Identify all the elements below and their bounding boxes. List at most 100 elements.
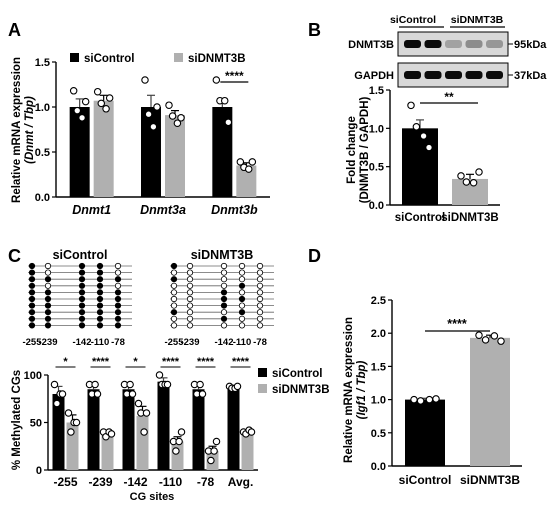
blot-band [465, 71, 483, 79]
panel-a-data-point [173, 119, 182, 127]
blot-marker-label: 37kDa [514, 70, 547, 82]
methylated-cg [114, 315, 122, 322]
blot-group-label: siDNMT3B [451, 14, 504, 26]
panel-a-data-point [244, 165, 253, 173]
panel-a-data-point [220, 96, 229, 105]
panel-d-y-tick-label: 1.5 [371, 361, 386, 373]
panel-a-legend-label: siControl [84, 53, 134, 65]
methylated-cg [78, 315, 86, 322]
panel-c-data-point [247, 428, 256, 436]
panel-a-legend-label: siDNMT3B [188, 53, 246, 65]
methylation-site-label: -255 [22, 337, 42, 348]
panel-a-bar [141, 107, 161, 197]
unmethylated-cg [238, 302, 246, 309]
unmethylated-cg [186, 322, 194, 329]
unmethylated-cg [186, 269, 194, 276]
panel-c-data-point [233, 382, 242, 391]
panel-a-data-point [236, 158, 245, 166]
panel-a-data-point [248, 158, 257, 166]
panel-d-y-tick-label: 2.0 [371, 328, 386, 340]
methylation-site-label: -110 [91, 337, 110, 348]
panel-b-data-point [457, 172, 465, 180]
unmethylated-cg [238, 289, 246, 296]
blot-band [404, 40, 421, 48]
panel-c-data-point [175, 437, 183, 446]
panel-a-legend-swatch [70, 53, 79, 62]
panel-c-significance-label: * [133, 356, 138, 368]
panel-b-data-point [419, 132, 428, 140]
panel-a-bar [212, 107, 233, 197]
unmethylated-cg [114, 269, 122, 276]
panel-c-x-tick-label: -78 [197, 475, 215, 489]
methylated-cg [96, 315, 104, 322]
methylated-cg [28, 295, 36, 303]
panel-a-data-point [141, 76, 149, 84]
methylated-cg [220, 302, 228, 309]
panel-a-data-point [212, 76, 221, 84]
panel-c-data-point [163, 380, 172, 389]
panel-a-bar [69, 107, 90, 197]
panel-b-x-tick-label: siControl [395, 212, 445, 224]
panel-b-y-tick-label: 0.0 [369, 200, 384, 212]
panel-c-bar [122, 389, 135, 470]
methylated-cg [114, 309, 122, 316]
unmethylated-cg [238, 276, 246, 283]
methylated-cg [238, 309, 246, 316]
methylated-cg [114, 295, 122, 303]
blot-band [445, 40, 462, 48]
methylation-site-label: -239 [38, 337, 57, 348]
panel-b-data-point [425, 143, 433, 152]
panel-a-data-point [73, 106, 82, 115]
panel-c-data-point [140, 428, 148, 436]
panel-a-data-point [168, 112, 177, 120]
panel-c-y-tick-label: 50 [30, 418, 42, 430]
unmethylated-cg [114, 282, 122, 289]
methylated-cg [114, 302, 122, 309]
panel-a-data-point [153, 103, 161, 111]
blot-row-label: DNMT3B [348, 39, 394, 51]
panel-d-bar [405, 399, 445, 466]
methylated-cg [96, 269, 104, 276]
panel-c-data-point [126, 380, 134, 389]
panel-c-bar [136, 415, 149, 470]
panel-a-significance-label: **** [225, 69, 244, 83]
unmethylated-cg [170, 302, 178, 309]
panel-c-bar [171, 441, 184, 470]
blot-band [486, 40, 503, 48]
panel-d-ylabel-2: (Igf1 / Tbp) [356, 360, 368, 419]
panel-a-data-point [81, 97, 90, 106]
panel-a-ylabel: Relative mRNA expression [11, 57, 23, 203]
panel-c-legend-label: siControl [272, 368, 322, 380]
panel-a-data-point [144, 110, 153, 118]
methylated-cg [44, 295, 52, 303]
panel-d-y-tick-label: 0.5 [371, 428, 386, 440]
unmethylated-cg [220, 276, 228, 283]
methylated-cg [96, 282, 104, 289]
methylated-cg [28, 269, 36, 276]
unmethylated-cg [220, 282, 228, 289]
methylated-cg [28, 289, 36, 296]
panel-c-data-point [196, 380, 204, 389]
panel-d-data-point [416, 397, 425, 405]
unmethylated-cg [170, 269, 178, 276]
methylated-cg [44, 315, 52, 322]
panel-a-bar [165, 115, 185, 197]
methylation-site-label: -255 [164, 337, 184, 348]
panel-a-data-point [102, 105, 110, 113]
panel-d-significance-label: **** [447, 317, 467, 331]
panel-letter-d: D [308, 246, 321, 266]
panel-b-ylabel-2: (DNMT3B / GAPDH) [359, 96, 371, 203]
panel-c-data-point [172, 447, 180, 455]
panel-a-data-point [105, 94, 114, 102]
blot-row-label: GAPDH [354, 70, 394, 82]
panel-c-significance-label: * [63, 356, 68, 368]
methylated-cg [44, 289, 52, 296]
panel-a-bar [236, 165, 257, 197]
unmethylated-cg [170, 289, 178, 296]
panel-c-xlabel: CG sites [130, 491, 175, 503]
panel-a-data-point [93, 87, 102, 96]
unmethylated-cg [256, 289, 264, 296]
panel-c-data-point [53, 399, 61, 408]
panel-b-data-point [412, 123, 421, 131]
